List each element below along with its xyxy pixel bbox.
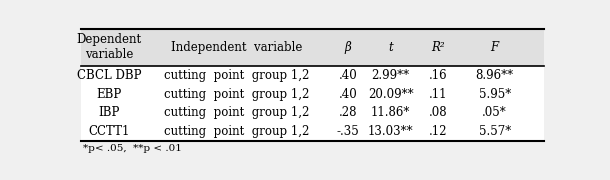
Text: .28: .28 <box>339 106 357 119</box>
Text: -.35: -.35 <box>337 125 359 138</box>
Text: CBCL DBP: CBCL DBP <box>77 69 142 82</box>
Text: Dependent
variable: Dependent variable <box>77 33 142 61</box>
Text: cutting  point  group 1,2: cutting point group 1,2 <box>164 87 310 100</box>
Text: 20.09**: 20.09** <box>368 87 414 100</box>
Text: .16: .16 <box>429 69 447 82</box>
Text: .12: .12 <box>429 125 447 138</box>
Text: .05*: .05* <box>483 106 507 119</box>
Text: IBP: IBP <box>99 106 120 119</box>
Text: CCTT1: CCTT1 <box>88 125 130 138</box>
Text: .40: .40 <box>339 87 357 100</box>
Text: .08: .08 <box>429 106 447 119</box>
Text: 8.96**: 8.96** <box>476 69 514 82</box>
Text: Independent  variable: Independent variable <box>171 41 303 54</box>
Text: .40: .40 <box>339 69 357 82</box>
Text: *p< .05,  **p < .01: *p< .05, **p < .01 <box>84 144 182 153</box>
Text: .11: .11 <box>429 87 447 100</box>
Text: 5.57*: 5.57* <box>478 125 511 138</box>
Text: 11.86*: 11.86* <box>371 106 411 119</box>
Text: cutting  point  group 1,2: cutting point group 1,2 <box>164 106 310 119</box>
Text: EBP: EBP <box>97 87 122 100</box>
Text: cutting  point  group 1,2: cutting point group 1,2 <box>164 125 310 138</box>
Text: t: t <box>388 41 393 54</box>
Text: β: β <box>345 41 351 54</box>
Bar <box>81 28 544 66</box>
Text: 13.03**: 13.03** <box>368 125 414 138</box>
Bar <box>81 66 544 141</box>
Text: F: F <box>490 41 499 54</box>
Text: R²: R² <box>431 41 445 54</box>
Text: cutting  point  group 1,2: cutting point group 1,2 <box>164 69 310 82</box>
Text: 2.99**: 2.99** <box>371 69 410 82</box>
Text: 5.95*: 5.95* <box>478 87 511 100</box>
